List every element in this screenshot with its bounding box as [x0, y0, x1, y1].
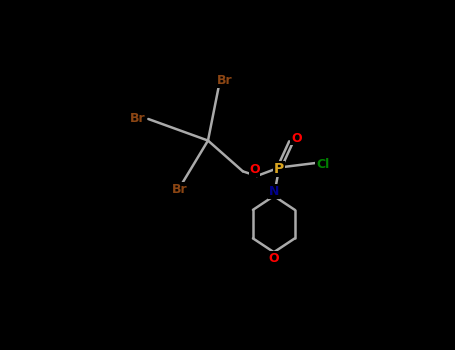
- Text: Cl: Cl: [316, 158, 329, 171]
- Text: Br: Br: [130, 112, 145, 126]
- Text: O: O: [268, 252, 279, 265]
- Text: Br: Br: [217, 74, 233, 87]
- Text: Br: Br: [172, 183, 188, 196]
- Text: N: N: [269, 185, 279, 198]
- Text: P: P: [274, 162, 284, 176]
- Text: O: O: [249, 163, 260, 176]
- Text: O: O: [291, 132, 302, 145]
